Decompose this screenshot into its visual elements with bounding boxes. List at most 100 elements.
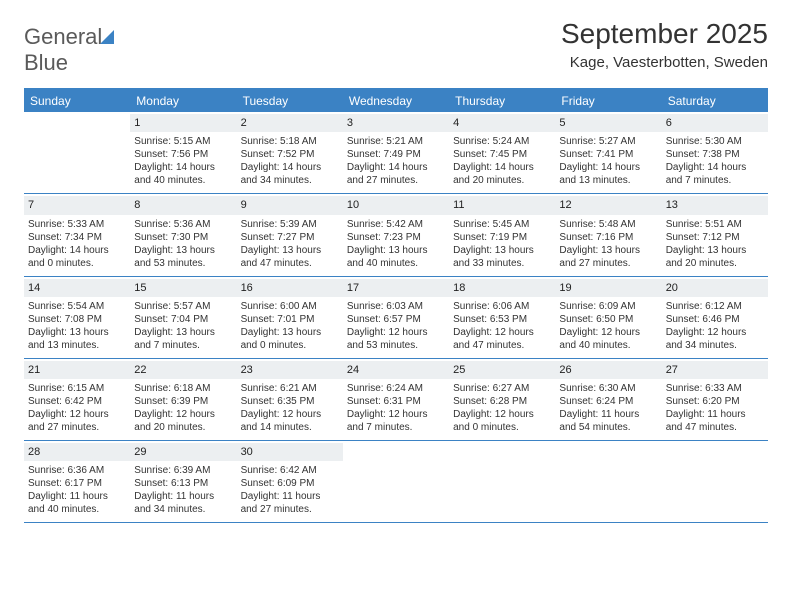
day-cell: 16Sunrise: 6:00 AMSunset: 7:01 PMDayligh… (237, 277, 343, 358)
day1-text: Daylight: 14 hours (241, 161, 339, 174)
sunset-text: Sunset: 6:57 PM (347, 313, 445, 326)
day-cell: 5Sunrise: 5:27 AMSunset: 7:41 PMDaylight… (555, 112, 661, 193)
day1-text: Daylight: 13 hours (241, 326, 339, 339)
day-number: 18 (449, 279, 555, 297)
day-number: 29 (130, 443, 236, 461)
day-cell: 8Sunrise: 5:36 AMSunset: 7:30 PMDaylight… (130, 194, 236, 275)
day2-text: and 34 minutes. (134, 503, 232, 516)
day1-text: Daylight: 11 hours (28, 490, 126, 503)
day1-text: Daylight: 14 hours (134, 161, 232, 174)
day-cell: 26Sunrise: 6:30 AMSunset: 6:24 PMDayligh… (555, 359, 661, 440)
sunrise-text: Sunrise: 5:54 AM (28, 300, 126, 313)
location: Kage, Vaesterbotten, Sweden (561, 54, 768, 71)
day-cell: 20Sunrise: 6:12 AMSunset: 6:46 PMDayligh… (662, 277, 768, 358)
sunrise-text: Sunrise: 5:57 AM (134, 300, 232, 313)
day-cell: 17Sunrise: 6:03 AMSunset: 6:57 PMDayligh… (343, 277, 449, 358)
sunset-text: Sunset: 7:04 PM (134, 313, 232, 326)
sunrise-text: Sunrise: 6:24 AM (347, 382, 445, 395)
day2-text: and 27 minutes. (559, 257, 657, 270)
day-number: 2 (237, 114, 343, 132)
day1-text: Daylight: 12 hours (347, 408, 445, 421)
day-cell: 19Sunrise: 6:09 AMSunset: 6:50 PMDayligh… (555, 277, 661, 358)
day-cell: 21Sunrise: 6:15 AMSunset: 6:42 PMDayligh… (24, 359, 130, 440)
day1-text: Daylight: 13 hours (134, 326, 232, 339)
day1-text: Daylight: 13 hours (453, 244, 551, 257)
day2-text: and 14 minutes. (241, 421, 339, 434)
day-cell: 25Sunrise: 6:27 AMSunset: 6:28 PMDayligh… (449, 359, 555, 440)
sunset-text: Sunset: 6:13 PM (134, 477, 232, 490)
day2-text: and 34 minutes. (241, 174, 339, 187)
day1-text: Daylight: 11 hours (134, 490, 232, 503)
sunset-text: Sunset: 6:53 PM (453, 313, 551, 326)
day-cell: 29Sunrise: 6:39 AMSunset: 6:13 PMDayligh… (130, 441, 236, 522)
weeks-container: 1Sunrise: 5:15 AMSunset: 7:56 PMDaylight… (24, 112, 768, 523)
sunrise-text: Sunrise: 6:12 AM (666, 300, 764, 313)
day-number: 13 (662, 196, 768, 214)
day1-text: Daylight: 11 hours (666, 408, 764, 421)
day-number: 7 (24, 196, 130, 214)
day-cell: 28Sunrise: 6:36 AMSunset: 6:17 PMDayligh… (24, 441, 130, 522)
empty-cell (24, 112, 130, 193)
dow-tuesday: Tuesday (237, 90, 343, 112)
sunrise-text: Sunrise: 6:03 AM (347, 300, 445, 313)
day-cell: 3Sunrise: 5:21 AMSunset: 7:49 PMDaylight… (343, 112, 449, 193)
sunrise-text: Sunrise: 5:51 AM (666, 218, 764, 231)
day2-text: and 13 minutes. (559, 174, 657, 187)
sunset-text: Sunset: 6:17 PM (28, 477, 126, 490)
day-cell: 12Sunrise: 5:48 AMSunset: 7:16 PMDayligh… (555, 194, 661, 275)
sunrise-text: Sunrise: 6:27 AM (453, 382, 551, 395)
day-cell: 13 Sunrise: 5:51 AMSunset: 7:12 PMDayligh… (662, 194, 768, 275)
sunrise-text: Sunrise: 6:18 AM (134, 382, 232, 395)
day-cell: 15Sunrise: 5:57 AMSunset: 7:04 PMDayligh… (130, 277, 236, 358)
day2-text: and 47 minutes. (453, 339, 551, 352)
dow-monday: Monday (130, 90, 236, 112)
dow-saturday: Saturday (662, 90, 768, 112)
sunset-text: Sunset: 7:12 PM (666, 231, 764, 244)
week-row: 21Sunrise: 6:15 AMSunset: 6:42 PMDayligh… (24, 359, 768, 441)
week-row: 7Sunrise: 5:33 AMSunset: 7:34 PMDaylight… (24, 194, 768, 276)
sunrise-text: Sunrise: 5:42 AM (347, 218, 445, 231)
sunset-text: Sunset: 7:52 PM (241, 148, 339, 161)
sunset-text: Sunset: 7:19 PM (453, 231, 551, 244)
day-cell: 23Sunrise: 6:21 AMSunset: 6:35 PMDayligh… (237, 359, 343, 440)
day-number: 20 (662, 279, 768, 297)
day1-text: Daylight: 13 hours (666, 244, 764, 257)
dow-friday: Friday (555, 90, 661, 112)
day-cell: 1Sunrise: 5:15 AMSunset: 7:56 PMDaylight… (130, 112, 236, 193)
day-number: 1 (130, 114, 236, 132)
sunset-text: Sunset: 7:41 PM (559, 148, 657, 161)
day2-text: and 27 minutes. (347, 174, 445, 187)
day2-text: and 27 minutes. (241, 503, 339, 516)
day-cell: 10Sunrise: 5:42 AMSunset: 7:23 PMDayligh… (343, 194, 449, 275)
sunrise-text: Sunrise: 5:15 AM (134, 135, 232, 148)
day-number: 25 (449, 361, 555, 379)
day-cell: 14Sunrise: 5:54 AMSunset: 7:08 PMDayligh… (24, 277, 130, 358)
day1-text: Daylight: 12 hours (134, 408, 232, 421)
sunrise-text: Sunrise: 6:21 AM (241, 382, 339, 395)
day-number: 17 (343, 279, 449, 297)
logo: General Blue (24, 18, 114, 76)
header: General Blue September 2025 Kage, Vaeste… (24, 18, 768, 76)
day2-text: and 53 minutes. (134, 257, 232, 270)
day-number: 21 (24, 361, 130, 379)
sunrise-text: Sunrise: 6:09 AM (559, 300, 657, 313)
empty-cell (662, 441, 768, 522)
day2-text: and 27 minutes. (28, 421, 126, 434)
day1-text: Daylight: 12 hours (28, 408, 126, 421)
calendar: SundayMondayTuesdayWednesdayThursdayFrid… (24, 88, 768, 523)
day2-text: and 7 minutes. (666, 174, 764, 187)
month-title: September 2025 (561, 18, 768, 50)
day-cell: 30Sunrise: 6:42 AMSunset: 6:09 PMDayligh… (237, 441, 343, 522)
sunrise-text: Sunrise: 6:06 AM (453, 300, 551, 313)
day2-text: and 7 minutes. (134, 339, 232, 352)
sunset-text: Sunset: 6:46 PM (666, 313, 764, 326)
day2-text: and 13 minutes. (28, 339, 126, 352)
day2-text: and 0 minutes. (453, 421, 551, 434)
sunset-text: Sunset: 7:45 PM (453, 148, 551, 161)
week-row: 1Sunrise: 5:15 AMSunset: 7:56 PMDaylight… (24, 112, 768, 194)
day-cell: 18Sunrise: 6:06 AMSunset: 6:53 PMDayligh… (449, 277, 555, 358)
day1-text: Daylight: 13 hours (28, 326, 126, 339)
days-of-week-row: SundayMondayTuesdayWednesdayThursdayFrid… (24, 90, 768, 112)
day2-text: and 7 minutes. (347, 421, 445, 434)
empty-cell (343, 441, 449, 522)
